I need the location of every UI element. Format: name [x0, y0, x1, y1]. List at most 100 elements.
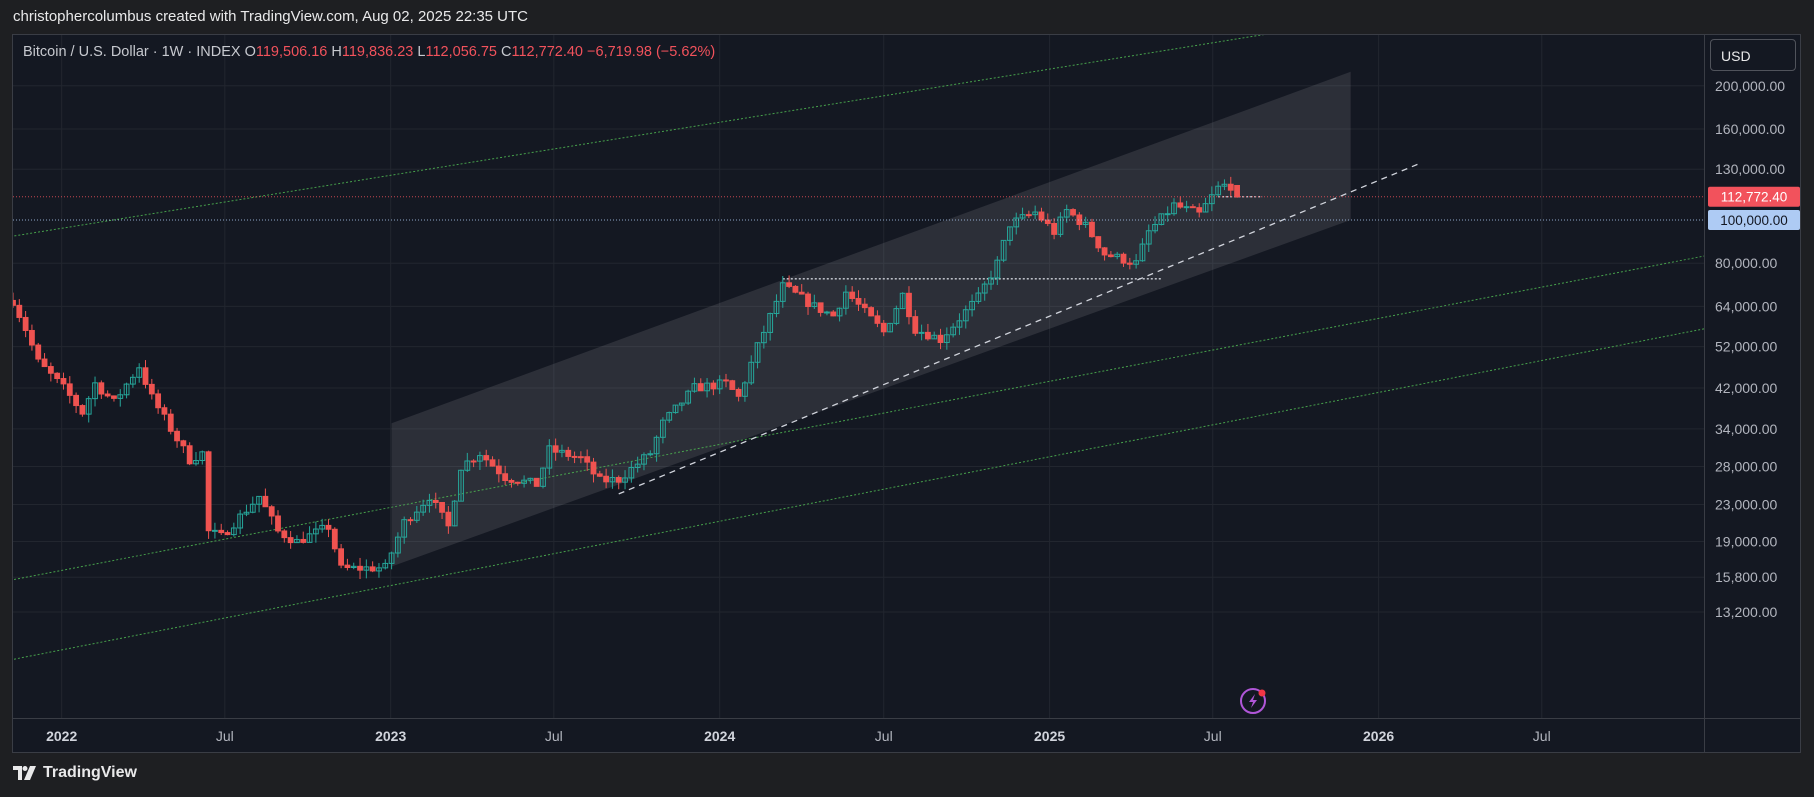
candle [836, 307, 843, 322]
price-levels: 112,772.40 100,000.00 [13, 186, 1800, 230]
candle [849, 286, 856, 302]
candle [287, 531, 294, 549]
tradingview-logo[interactable]: TradingView [13, 764, 137, 782]
symbol-label[interactable]: Bitcoin / U.S. Dollar · 1W · INDEX [23, 44, 241, 60]
x-tick-label: Jul [216, 728, 234, 744]
candle [956, 313, 963, 335]
candle [243, 504, 250, 517]
candle [874, 310, 881, 328]
candle [666, 411, 673, 423]
candle [186, 442, 193, 466]
channel-line[interactable] [13, 319, 1754, 669]
candle [596, 470, 603, 477]
candle [704, 378, 710, 398]
candle [1019, 207, 1026, 220]
candle [73, 392, 79, 413]
candle [628, 461, 635, 483]
candle [312, 521, 319, 543]
candle [1038, 207, 1045, 223]
x-tick-label: Jul [545, 728, 563, 744]
candle [1044, 213, 1051, 227]
price-tag [1708, 186, 1800, 207]
drawings-layer [13, 35, 1754, 669]
candle [760, 325, 767, 349]
price-chart[interactable]: 112,772.40 100,000.00 200,000.00 160,000.0… [13, 35, 1800, 752]
candle [41, 353, 48, 368]
candle [1057, 212, 1064, 238]
candle [931, 331, 938, 340]
y-tick-label: 52,000.00 [1715, 339, 1777, 355]
x-tick-label: 2023 [375, 728, 406, 744]
y-tick-label: 28,000.00 [1715, 458, 1777, 474]
candle [420, 499, 427, 516]
candle [22, 311, 29, 338]
x-tick-label: 2025 [1034, 728, 1065, 744]
high-value: 119,836.23 [341, 44, 414, 60]
candle [1133, 254, 1140, 269]
candle [622, 470, 628, 490]
candle [1202, 197, 1209, 213]
candle [502, 465, 509, 485]
brand-name: TradingView [43, 764, 137, 781]
candle [180, 439, 187, 454]
y-tick-label: 15,800.00 [1715, 569, 1777, 585]
candle [407, 517, 414, 526]
candle [1171, 198, 1177, 216]
candle [319, 518, 326, 533]
currency-button[interactable]: USD [1710, 39, 1796, 71]
candle [218, 523, 225, 536]
low-value: 112,056.75 [425, 44, 497, 60]
candle [205, 450, 212, 539]
y-tick-label: 130,000.00 [1715, 161, 1785, 177]
candle [1126, 257, 1133, 270]
candle [975, 287, 982, 304]
candle [369, 561, 376, 573]
candle [230, 522, 237, 537]
candle [495, 459, 502, 483]
candle [1145, 224, 1152, 252]
price-tag-label: 100,000.00 [1720, 213, 1788, 228]
candle [672, 404, 679, 414]
candle [344, 558, 351, 571]
x-tick-label: Jul [1204, 728, 1222, 744]
candle [906, 286, 912, 325]
y-tick-label: 80,000.00 [1715, 255, 1777, 271]
candle [281, 529, 288, 543]
candle [729, 379, 736, 390]
candle [994, 256, 1001, 285]
candle [546, 439, 553, 475]
candle [552, 438, 559, 461]
candle [237, 509, 244, 535]
candle [855, 290, 862, 312]
candle [830, 310, 837, 317]
x-tick-label: 2026 [1363, 728, 1394, 744]
support-trendline[interactable] [618, 162, 1421, 495]
candle [66, 376, 73, 404]
candle [559, 444, 565, 458]
candle [357, 557, 363, 580]
candle [937, 328, 944, 350]
candle [962, 305, 969, 329]
candle [29, 324, 35, 351]
candle [634, 456, 641, 473]
candle [1196, 203, 1203, 218]
candle [792, 285, 799, 294]
candle [1013, 212, 1020, 235]
candle [1007, 226, 1013, 246]
channel-box[interactable] [391, 71, 1351, 567]
candle [483, 449, 490, 467]
candle [842, 285, 849, 315]
axes: 200,000.00 160,000.00 130,000.00 80,000.00 6… [13, 35, 1800, 752]
candle [331, 527, 338, 553]
candle [458, 469, 464, 502]
candle [893, 305, 900, 326]
candle [615, 475, 622, 490]
candle [1164, 206, 1171, 222]
candle [382, 559, 389, 570]
alert-icon-button[interactable] [1240, 688, 1266, 714]
candle [1221, 179, 1228, 191]
candle [824, 310, 830, 316]
y-tick-label: 23,000.00 [1715, 497, 1777, 513]
candle [887, 322, 893, 333]
candle [401, 516, 408, 544]
